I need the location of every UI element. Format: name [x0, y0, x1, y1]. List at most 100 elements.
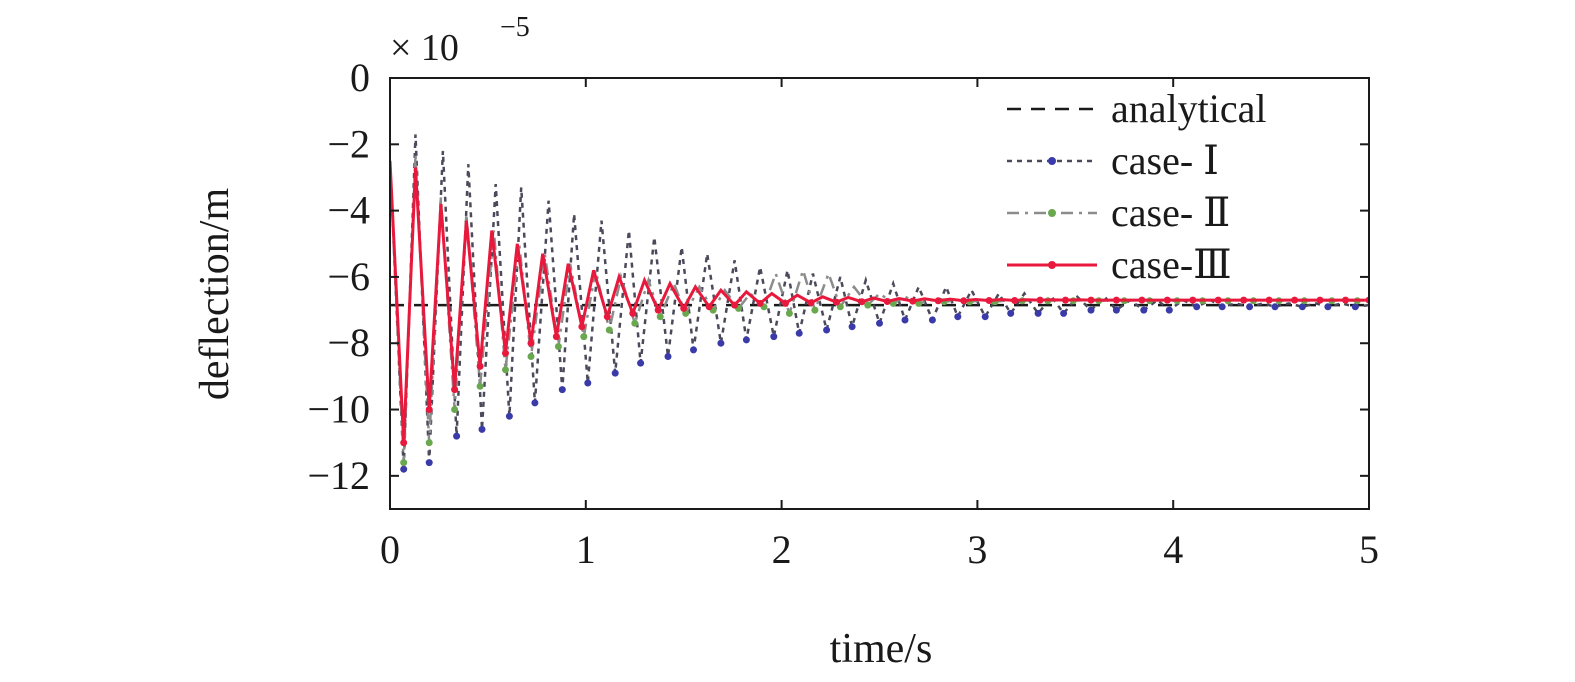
series-4-point [858, 298, 866, 306]
series-2-point [1351, 303, 1359, 311]
series-2-point [1324, 303, 1332, 311]
series-2-point [558, 386, 566, 394]
series-2-point [928, 316, 936, 324]
series-2-point [425, 459, 433, 467]
series-3-point [785, 309, 793, 317]
legend-marker [1048, 261, 1056, 269]
legend-marker [1048, 209, 1056, 217]
series-3-point [451, 406, 459, 413]
series-3-point [605, 326, 613, 334]
series-2-point [611, 369, 619, 377]
x-tick-label: 5 [1359, 527, 1379, 572]
series-2-point [848, 323, 856, 331]
y-axis-multiplier-exponent: −5 [500, 12, 530, 43]
series-2-point [981, 313, 989, 321]
y-tick-label: −6 [327, 254, 370, 299]
y-axis-multiplier: × 10 −5 [390, 12, 530, 69]
series-4-point [985, 297, 993, 304]
series-2-point [1165, 306, 1173, 314]
series-4-point [578, 323, 586, 331]
series-4-point [1316, 296, 1324, 304]
series-4-point [425, 406, 433, 413]
x-tick-label: 1 [576, 527, 596, 572]
series-2-point [823, 326, 831, 334]
series-3-point [527, 353, 535, 360]
series-2-point [1007, 309, 1015, 317]
legend-marker [1048, 157, 1056, 165]
series-3-point [580, 333, 588, 341]
legend-label: analytical [1111, 86, 1266, 131]
series-4-point [705, 303, 713, 311]
series-4-point [400, 439, 408, 447]
series-4-point [680, 304, 688, 312]
legend-label: case-Ⅲ [1111, 242, 1232, 287]
series-2-point [1271, 303, 1279, 311]
series-4-point [502, 349, 509, 357]
series-3-point [811, 306, 819, 314]
ticks-layer: 0 1 2 3 4 5 0 −2 −4 −6 −8 −10 −12 [307, 55, 1379, 572]
series-4-point [1087, 296, 1095, 304]
series-4-line [390, 160, 1369, 443]
series-2-point [954, 313, 962, 321]
x-axis-title: time/s [830, 626, 933, 672]
legend-label: case- Ⅱ [1111, 190, 1230, 235]
series-4-point [603, 313, 611, 321]
series-4-point [832, 298, 840, 306]
series-4-point [1214, 296, 1222, 304]
legend-item-4: case-Ⅲ [1007, 242, 1232, 287]
series-4-point [1189, 296, 1197, 304]
axes-layer [389, 77, 1370, 510]
series-2-point [1112, 306, 1120, 314]
series-2-point [1218, 303, 1226, 311]
series-4-point [1291, 296, 1299, 304]
x-tick-label: 0 [380, 527, 400, 572]
series-4-point [756, 299, 764, 307]
series-4-point [1342, 296, 1349, 304]
series-4-point [1240, 296, 1248, 304]
y-tick-label: −4 [327, 188, 370, 233]
series-4 [390, 160, 1369, 447]
series-2-point [876, 319, 883, 327]
series-2-point [1060, 309, 1068, 317]
series-4-point [934, 297, 942, 305]
series-4-point [451, 386, 459, 394]
series-2-point [690, 346, 697, 354]
series-3-point [836, 303, 844, 311]
series-2-point [505, 412, 513, 420]
series-3-point [631, 319, 639, 327]
y-tick-label: −8 [327, 320, 370, 365]
series-3-point [502, 366, 509, 374]
series-2-point [637, 359, 645, 367]
series-4-point [1138, 296, 1146, 304]
series-3-point [400, 459, 408, 467]
series-4-point [1163, 296, 1171, 304]
series-2-point [1193, 303, 1201, 311]
y-axis-multiplier-base: × 10 [390, 27, 459, 69]
series-4-point [731, 301, 739, 309]
series-4-point [782, 299, 789, 307]
series-4-point [1112, 296, 1120, 304]
plot-frame [389, 77, 1370, 510]
series-4-point [1265, 296, 1273, 304]
y-tick-label: −2 [327, 121, 370, 166]
series-3-point [554, 343, 562, 350]
series-3-point [864, 301, 872, 309]
series-2-point [453, 432, 461, 440]
x-tick-label: 2 [772, 527, 792, 572]
series-3-point [656, 313, 664, 321]
series-2-point [742, 336, 750, 344]
series-2-point [1298, 303, 1306, 311]
series-2-point [400, 465, 408, 473]
series-2-point [795, 329, 803, 337]
series-4-point [1036, 296, 1044, 304]
series-2-point [584, 379, 592, 387]
y-tick-label: −10 [307, 387, 370, 432]
series-2-point [664, 353, 672, 360]
series-2-point [901, 316, 909, 324]
legend-item-2: case- Ⅰ [1007, 138, 1219, 183]
series-2-point [770, 333, 778, 341]
series-layer [390, 134, 1369, 473]
series-4-point [552, 333, 560, 341]
series-4-point [527, 339, 535, 347]
